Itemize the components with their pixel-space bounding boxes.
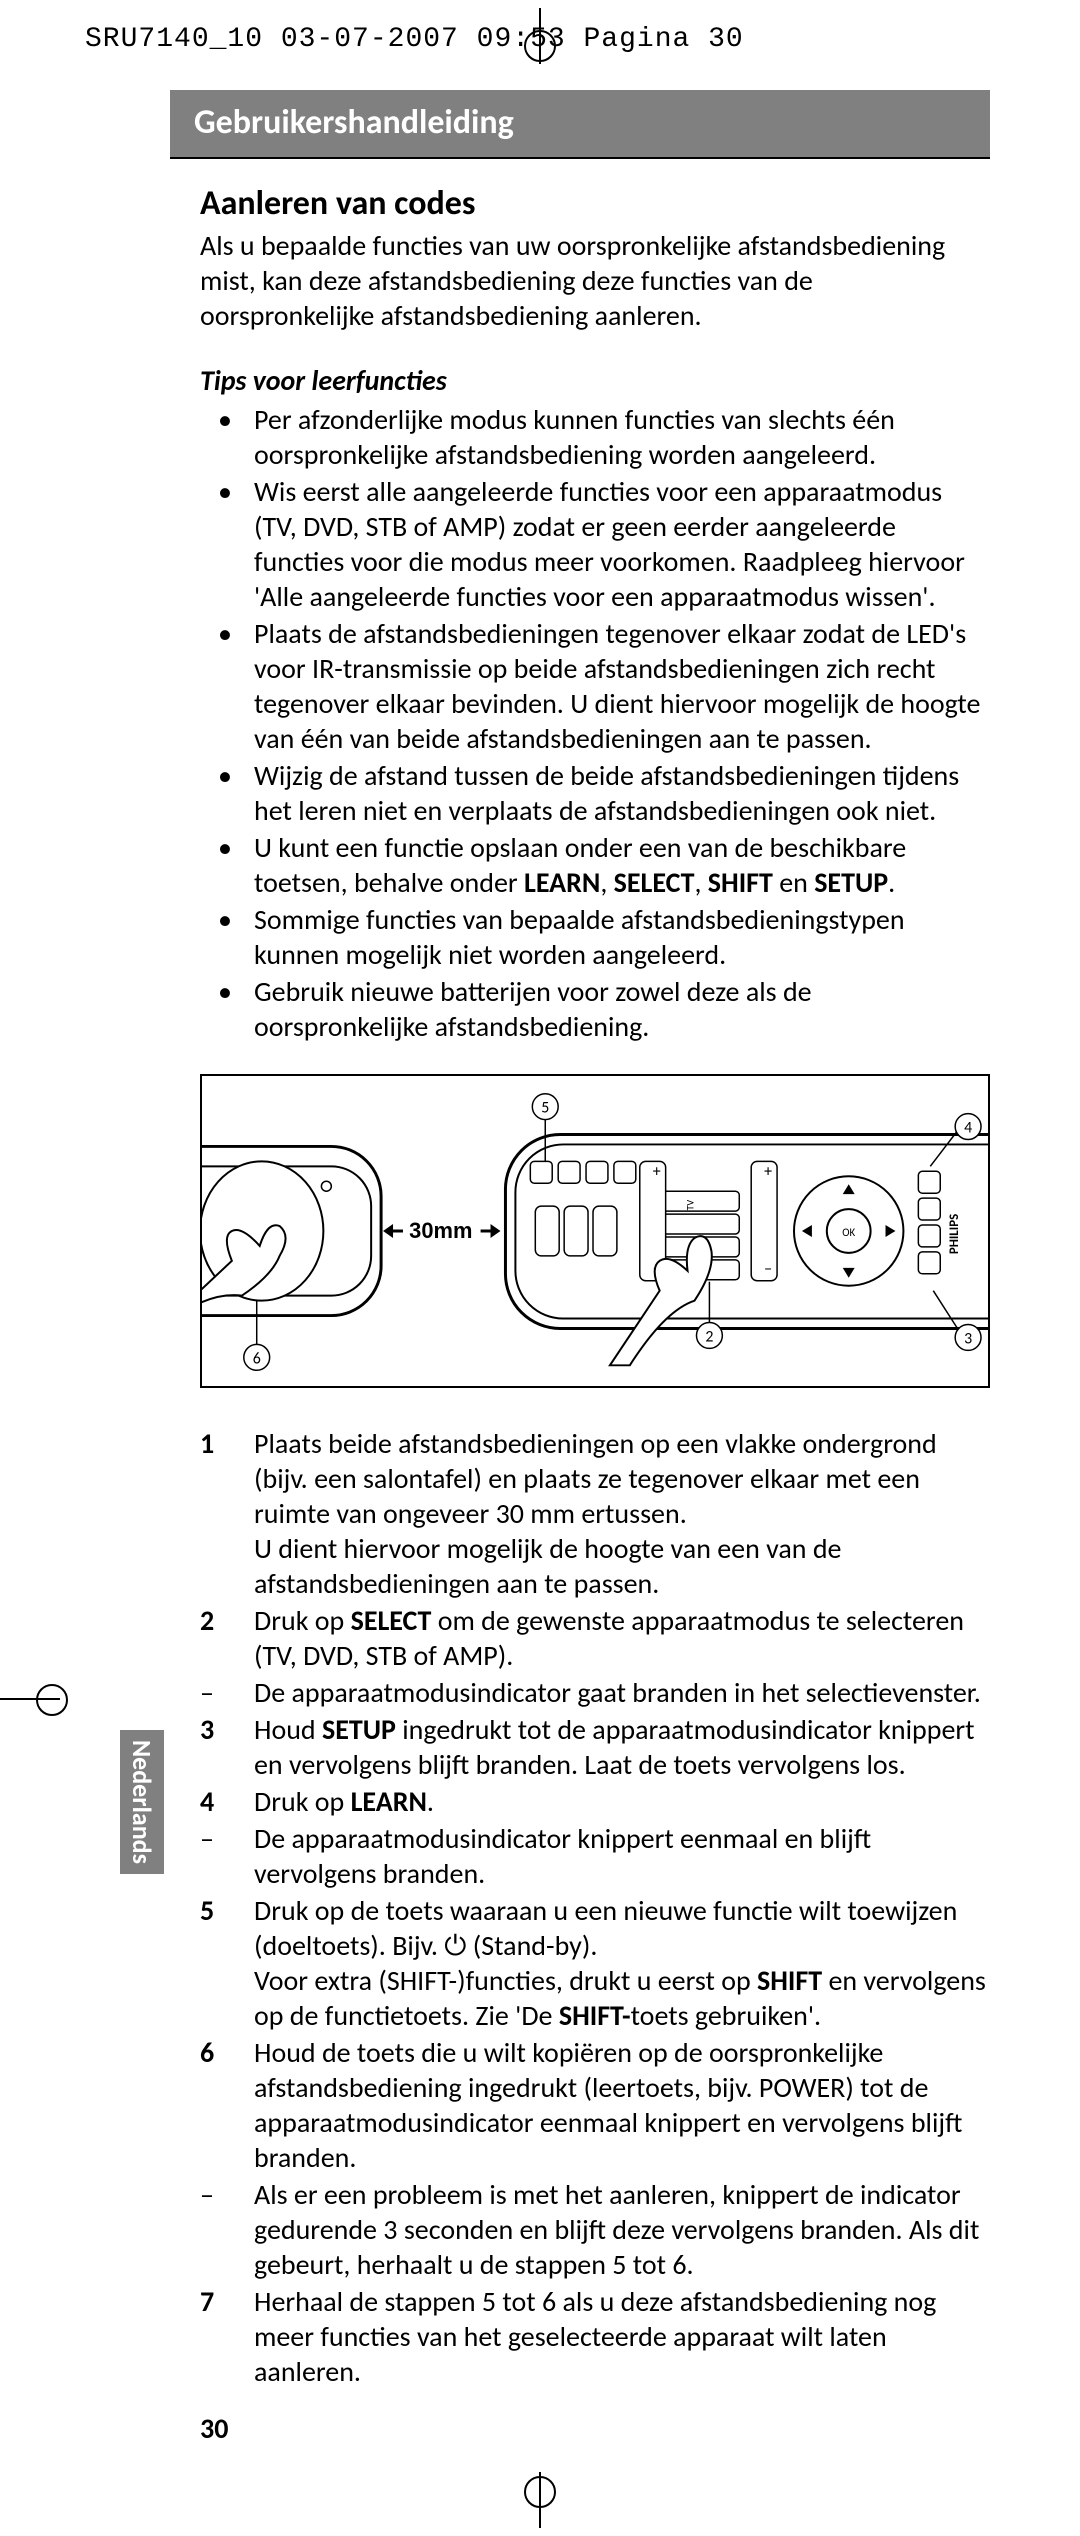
svg-text:+: + (764, 1162, 772, 1181)
crop-mark-bottom-line (539, 2472, 541, 2528)
distance-indicator: 30mm (383, 1218, 500, 1243)
step-note: De apparaatmodusindicator gaat branden i… (200, 1675, 990, 1710)
language-tab: Nederlands (120, 1730, 164, 1874)
tip-item: Sommige functies van bepaalde afstandsbe… (200, 902, 990, 972)
intro-paragraph: Als u bepaalde functies van uw oorspronk… (200, 228, 990, 333)
step-item: Herhaal de stappen 5 tot 6 als u deze af… (200, 2284, 990, 2389)
svg-text:4: 4 (964, 1119, 972, 1138)
page-number: 30 (200, 2411, 228, 2446)
svg-text:TV: TV (684, 1200, 696, 1211)
svg-text:OK: OK (842, 1226, 855, 1239)
svg-text:6: 6 (253, 1349, 261, 1368)
svg-text:PHILIPS: PHILIPS (947, 1214, 962, 1254)
svg-text:−: − (764, 1260, 772, 1279)
content-area: Gebruikershandleiding Aanleren van codes… (200, 90, 990, 2391)
learning-diagram: 30mm (200, 1074, 990, 1388)
step-item: Druk op de toets waaraan u een nieuwe fu… (200, 1893, 990, 2033)
print-mark: SRU7140_10 03-07-2007 09:53 Pagina 30 (85, 24, 744, 55)
header-bar: Gebruikershandleiding (170, 90, 990, 159)
tip-item: U kunt een functie opslaan onder een van… (200, 830, 990, 900)
step-item: Druk op SELECT om de gewenste apparaatmo… (200, 1603, 990, 1673)
tip-item: Wijzig de afstand tussen de beide afstan… (200, 758, 990, 828)
philips-remote: TV + − + − OK (505, 1134, 988, 1365)
step-note: Als er een probleem is met het aanleren,… (200, 2177, 990, 2282)
svg-text:2: 2 (705, 1327, 713, 1346)
crop-mark-top-line (539, 8, 541, 64)
tip-item: Wis eerst alle aangeleerde functies voor… (200, 474, 990, 614)
section-title: Aanleren van codes (200, 183, 990, 224)
original-remote (202, 1146, 381, 1335)
crop-mark-left-icon (36, 1684, 68, 1716)
step-item: Plaats beide afstandsbedieningen op een … (200, 1426, 990, 1601)
tips-list: Per afzonderlijke modus kunnen functies … (200, 402, 990, 1044)
page: SRU7140_10 03-07-2007 09:53 Pagina 30 Ge… (0, 0, 1080, 2536)
step-item: Druk op LEARN. (200, 1784, 990, 1819)
tip-item: Plaats de afstandsbedieningen tegenover … (200, 616, 990, 756)
distance-label: 30mm (409, 1218, 472, 1243)
steps-list: Plaats beide afstandsbedieningen op een … (200, 1426, 990, 2389)
tips-title: Tips voor leerfuncties (200, 363, 990, 398)
step-note: De apparaatmodusindicator knippert eenma… (200, 1821, 990, 1891)
step-item: Houd de toets die u wilt kopiëren op de … (200, 2035, 990, 2175)
tip-item: Per afzonderlijke modus kunnen functies … (200, 402, 990, 472)
svg-text:5: 5 (541, 1099, 549, 1118)
tip-item: Gebruik nieuwe batterijen voor zowel dez… (200, 974, 990, 1044)
svg-text:+: + (653, 1162, 661, 1181)
step-item: Houd SETUP ingedrukt tot de apparaatmodu… (200, 1712, 990, 1782)
svg-text:3: 3 (964, 1329, 972, 1348)
